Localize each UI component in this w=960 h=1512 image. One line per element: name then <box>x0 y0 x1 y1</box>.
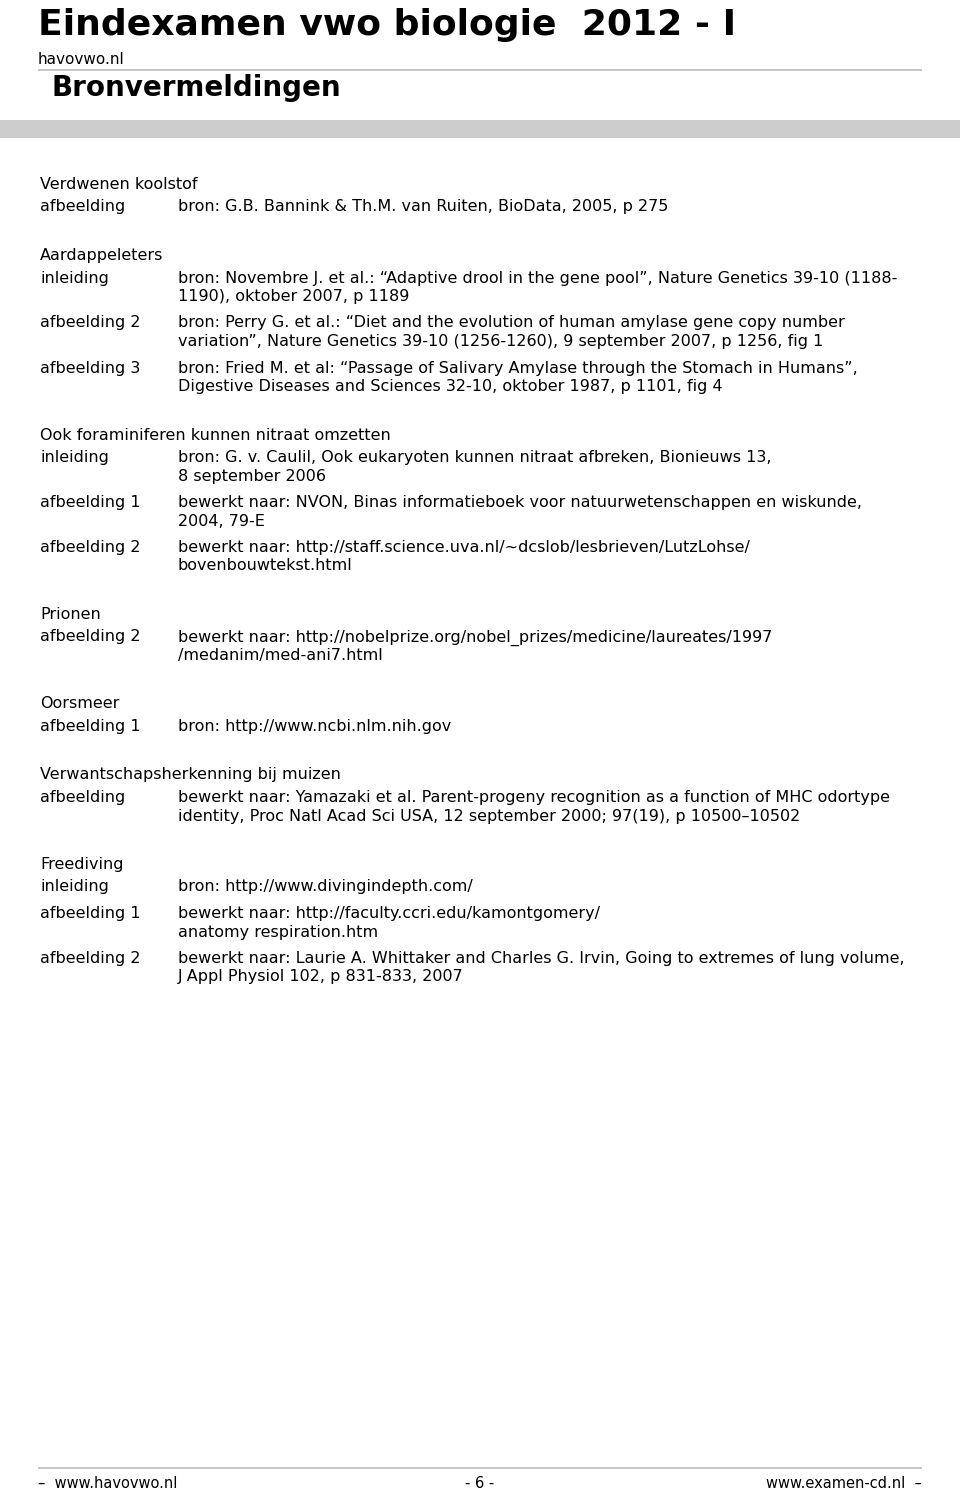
Text: afbeelding 2: afbeelding 2 <box>40 629 141 644</box>
Text: afbeelding 1: afbeelding 1 <box>40 720 141 733</box>
Text: bewerkt naar: Laurie A. Whittaker and Charles G. Irvin, Going to extremes of lun: bewerkt naar: Laurie A. Whittaker and Ch… <box>178 951 904 966</box>
Text: bron: Fried M. et al: “Passage of Salivary Amylase through the Stomach in Humans: bron: Fried M. et al: “Passage of Saliva… <box>178 360 857 375</box>
Text: 1190), oktober 2007, p 1189: 1190), oktober 2007, p 1189 <box>178 289 409 304</box>
Text: havovwo.nl: havovwo.nl <box>38 51 125 67</box>
Text: Oorsmeer: Oorsmeer <box>40 697 120 712</box>
Text: bovenbouwtekst.html: bovenbouwtekst.html <box>178 558 352 573</box>
Text: bewerkt naar: http://faculty.ccri.edu/kamontgomery/: bewerkt naar: http://faculty.ccri.edu/ka… <box>178 906 600 921</box>
Text: Aardappeleters: Aardappeleters <box>40 248 164 263</box>
Text: inleiding: inleiding <box>40 271 109 286</box>
Text: afbeelding 3: afbeelding 3 <box>40 360 141 375</box>
Text: bron: Novembre J. et al.: “Adaptive drool in the gene pool”, Nature Genetics 39-: bron: Novembre J. et al.: “Adaptive droo… <box>178 271 897 286</box>
Text: afbeelding: afbeelding <box>40 789 126 804</box>
Text: Ook foraminiferen kunnen nitraat omzetten: Ook foraminiferen kunnen nitraat omzette… <box>40 428 391 443</box>
Bar <box>0 119 960 138</box>
Text: Verwantschapsherkenning bij muizen: Verwantschapsherkenning bij muizen <box>40 768 341 783</box>
Text: identity, Proc Natl Acad Sci USA, 12 september 2000; 97(19), p 10500–10502: identity, Proc Natl Acad Sci USA, 12 sep… <box>178 809 800 824</box>
Text: - 6 -: - 6 - <box>466 1476 494 1491</box>
Text: –  www.havovwo.nl: – www.havovwo.nl <box>38 1476 178 1491</box>
Text: bron: http://www.divingindepth.com/: bron: http://www.divingindepth.com/ <box>178 880 472 895</box>
Text: bewerkt naar: NVON, Binas informatieboek voor natuurwetenschappen en wiskunde,: bewerkt naar: NVON, Binas informatieboek… <box>178 494 862 510</box>
Text: afbeelding 1: afbeelding 1 <box>40 494 141 510</box>
Text: 2004, 79-E: 2004, 79-E <box>178 514 264 529</box>
Text: 8 september 2006: 8 september 2006 <box>178 469 325 484</box>
Text: bewerkt naar: http://staff.science.uva.nl/~dcslob/lesbrieven/LutzLohse/: bewerkt naar: http://staff.science.uva.n… <box>178 540 750 555</box>
Text: inleiding: inleiding <box>40 451 109 466</box>
Text: Freediving: Freediving <box>40 857 124 872</box>
Text: www.examen-cd.nl  –: www.examen-cd.nl – <box>766 1476 922 1491</box>
Text: afbeelding: afbeelding <box>40 200 126 215</box>
Text: J Appl Physiol 102, p 831-833, 2007: J Appl Physiol 102, p 831-833, 2007 <box>178 969 464 984</box>
Text: afbeelding 2: afbeelding 2 <box>40 316 141 331</box>
Text: afbeelding 1: afbeelding 1 <box>40 906 141 921</box>
Text: anatomy respiration.htm: anatomy respiration.htm <box>178 924 377 939</box>
Text: bron: Perry G. et al.: “Diet and the evolution of human amylase gene copy number: bron: Perry G. et al.: “Diet and the evo… <box>178 316 845 331</box>
Text: afbeelding 2: afbeelding 2 <box>40 951 141 966</box>
Text: /medanim/med-ani7.html: /medanim/med-ani7.html <box>178 649 382 662</box>
Text: bewerkt naar: http://nobelprize.org/nobel_prizes/medicine/laureates/1997: bewerkt naar: http://nobelprize.org/nobe… <box>178 629 772 646</box>
Text: variation”, Nature Genetics 39-10 (1256-1260), 9 september 2007, p 1256, fig 1: variation”, Nature Genetics 39-10 (1256-… <box>178 334 823 349</box>
Text: bewerkt naar: Yamazaki et al. Parent-progeny recognition as a function of MHC od: bewerkt naar: Yamazaki et al. Parent-pro… <box>178 789 890 804</box>
Text: bron: G. v. Caulil, Ook eukaryoten kunnen nitraat afbreken, Bionieuws 13,: bron: G. v. Caulil, Ook eukaryoten kunne… <box>178 451 771 466</box>
Text: inleiding: inleiding <box>40 880 109 895</box>
Text: Prionen: Prionen <box>40 606 101 621</box>
Text: Verdwenen koolstof: Verdwenen koolstof <box>40 177 198 192</box>
Text: bron: G.B. Bannink & Th.M. van Ruiten, BioData, 2005, p 275: bron: G.B. Bannink & Th.M. van Ruiten, B… <box>178 200 668 215</box>
Text: Digestive Diseases and Sciences 32-10, oktober 1987, p 1101, fig 4: Digestive Diseases and Sciences 32-10, o… <box>178 380 722 395</box>
Text: bron: http://www.ncbi.nlm.nih.gov: bron: http://www.ncbi.nlm.nih.gov <box>178 720 451 733</box>
Text: Eindexamen vwo biologie  2012 - I: Eindexamen vwo biologie 2012 - I <box>38 8 736 42</box>
Text: Bronvermeldingen: Bronvermeldingen <box>52 74 342 101</box>
Text: afbeelding 2: afbeelding 2 <box>40 540 141 555</box>
